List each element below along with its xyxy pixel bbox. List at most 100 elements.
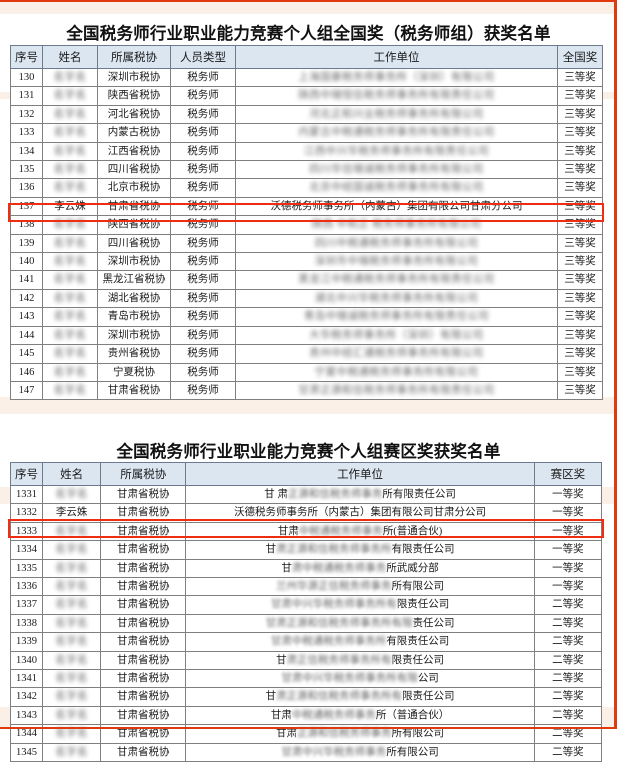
cell-unit-text: 甘 肃正源和信税务师事务所有限责任公司 (264, 487, 456, 503)
cell-seq: 132 (10, 104, 43, 125)
cell-seq: 135 (10, 160, 43, 180)
unit-prefix: 甘 (276, 654, 287, 666)
unit-suffix: 所(普通合伙) (382, 525, 443, 537)
cell-unit-text: 江西中兴华税务师事务所有限责任公司 (303, 145, 490, 157)
unit-suffix: 限责任公司 (391, 654, 445, 666)
table2-header-row: 序号 姓名 所属税协 工作单位 赛区奖 (9, 462, 603, 486)
cell-name: 名字名 (42, 742, 102, 762)
table-row: 137 李云姝 甘肃省税协 税务师 沃德税务师事务所（内蒙古）集团有限公司甘肃分公司 三等… (10, 196, 603, 217)
table1-header-row: 序号 姓名 所属税协 人员类型 工作单位 全国奖 (10, 45, 603, 69)
cell-name-text: 名字名 (53, 219, 87, 231)
cell-award: 三等奖 (557, 178, 603, 198)
cell-assoc: 宁夏税协 (97, 362, 171, 382)
unit-redacted: 肃正信税务师事务所有 (286, 654, 392, 666)
unit-suffix: 所有限公司 (391, 581, 445, 593)
cell-seq: 1337 (9, 595, 44, 615)
unit-redacted: 甘肃正源和信税务师事务所有限 (265, 617, 413, 629)
cell-name: 名字名 (42, 613, 102, 634)
unit-prefix: 甘 (265, 544, 277, 556)
col-header-assoc: 所属税协 (97, 45, 171, 69)
cell-unit-text: 甘肃中税通税务师事务所有限责任公司 (271, 634, 450, 650)
cell-name-text: 名字名 (53, 237, 87, 249)
cell-award: 三等奖 (557, 215, 603, 235)
cell-award: 三等奖 (557, 196, 603, 217)
cell-unit-text: 兰州华源正信税务师事务所有限公司 (276, 579, 445, 595)
cell-unit-text: 甘肃中税通税务师事务所(普通合伙) (278, 523, 443, 539)
cell-type: 税务师 (170, 178, 236, 198)
cell-unit-text: 甘肃正信税务师事务所有限责任公司 (276, 652, 445, 668)
cell-seq: 144 (10, 325, 43, 346)
cell-seq: 143 (10, 307, 43, 327)
cell-assoc: 甘肃省税协 (100, 705, 187, 726)
unit-redacted: 肃中税通税务师事务 (291, 562, 387, 574)
cell-name-text: 名字名 (55, 525, 88, 537)
cell-name-text: 名字名 (53, 311, 87, 323)
cell-assoc: 甘肃省税协 (100, 613, 187, 634)
cell-award: 一等奖 (533, 558, 603, 579)
cell-award: 三等奖 (557, 86, 603, 106)
cell-seq: 142 (10, 288, 43, 309)
cell-assoc: 甘肃省税协 (100, 558, 187, 579)
table-row: 1333 名字名 甘肃省税协 甘肃中税通税务师事务所(普通合伙) 一等奖 (9, 521, 603, 542)
cell-award: 三等奖 (557, 252, 603, 272)
cell-unit: 甘肃正源和信税务师事务所有限责任公司 (185, 613, 535, 634)
cell-seq: 147 (10, 380, 43, 401)
cell-name-text: 名字名 (53, 256, 87, 268)
table-row: 141 名字名 黑龙江省税协 税务师 黑龙江中税通税务师事务所有限责任公司 三等奖 (10, 270, 603, 290)
unit-suffix: 限责任公司 (396, 599, 450, 611)
cell-name: 名字名 (42, 86, 98, 106)
cell-name-text: 名字名 (55, 544, 88, 556)
unit-redacted: 甘肃中兴华税务师事务所有限 (281, 673, 418, 685)
cell-name: 李云姝 (42, 503, 102, 523)
col-header-seq: 序号 (9, 462, 44, 486)
cell-name: 名字名 (42, 270, 98, 290)
cell-unit: 甘肃正源和信税务师事务所有限责任公司 (185, 687, 535, 707)
cell-assoc: 甘肃省税协 (97, 196, 171, 217)
cell-type: 税务师 (170, 252, 236, 272)
cell-unit-text: 甘肃中税通税务师事务所（普通合伙） (271, 707, 450, 723)
cell-unit-text: 甘肃中税通税务师事务所武威分部 (281, 560, 439, 576)
cell-assoc: 江西省税协 (97, 141, 171, 162)
unit-redacted: 中税通税务师事务 (298, 525, 383, 537)
table1-head: 序号 姓名 所属税协 人员类型 工作单位 全国奖 (10, 45, 603, 69)
cell-unit-text: 甘肃正源和信税务师事务所有限责任公司 (265, 542, 455, 558)
cell-seq: 1345 (9, 742, 44, 762)
cell-unit: 黑龙江中税通税务师事务所有限责任公司 (235, 270, 558, 290)
cell-type: 税务师 (170, 233, 236, 254)
cell-assoc: 甘肃省税协 (100, 540, 187, 560)
regional-award-table: 序号 姓名 所属税协 工作单位 赛区奖 1331 名字名 甘肃省税协甘 肃正源和信税… (9, 462, 603, 762)
cell-type: 税务师 (170, 86, 236, 106)
table-row: 147 名字名 甘肃省税协 税务师 甘肃正源和信税务师事务所有限责任公司 三等奖 (10, 380, 603, 401)
cell-unit-text: 甘肃正源和信税务师事务所有限责任公司 (265, 615, 455, 631)
cell-name: 名字名 (42, 344, 98, 364)
cell-unit: 沃德税务师事务所（内蒙古）集团有限公司甘肃分公司 (185, 503, 535, 523)
cell-name: 名字名 (42, 595, 102, 615)
cell-type: 税务师 (170, 123, 236, 143)
cell-type: 税务师 (170, 215, 236, 235)
cell-assoc: 甘肃省税协 (100, 503, 187, 523)
cell-unit: 河北正和兴业税务师事务所有限公司 (235, 104, 558, 125)
cell-unit: 四川华信瑞诚税务师事务所有限公司 (235, 160, 558, 180)
unit-suffix: 所有限公司 (391, 728, 445, 740)
cell-seq: 130 (10, 67, 43, 88)
cell-award: 二等奖 (533, 595, 603, 615)
cell-unit-text: 宁夏中税通税务师事务所有限公司 (314, 366, 479, 378)
table-row: 144 名字名 深圳市税协 税务师 大华税务师事务所（深圳）有限公司 三等奖 (10, 325, 603, 346)
cell-unit: 深圳市中瑞税务师事务所有限公司 (235, 252, 558, 272)
cell-unit: 甘肃正信税务师事务所有限责任公司 (185, 650, 535, 671)
cell-award: 二等奖 (533, 613, 603, 634)
unit-redacted: 肃正源和信税务师事务所有 (276, 691, 403, 703)
cell-assoc: 甘肃省税协 (100, 484, 187, 505)
cell-type: 税务师 (170, 288, 236, 309)
cell-assoc: 四川省税协 (97, 160, 171, 180)
scan-band-top (0, 0, 614, 14)
unit-suffix: 所武威分部 (386, 562, 439, 574)
cell-name-text: 名字名 (55, 636, 88, 648)
cell-unit: 甘肃中税通税务师事务所(普通合伙) (185, 521, 535, 542)
table-row: 1332 李云姝 甘肃省税协 沃德税务师事务所（内蒙古）集团有限公司甘肃分公司 一等奖 (9, 503, 603, 523)
unit-suffix: 限责任公司 (402, 691, 455, 703)
cell-name-text: 名字名 (53, 384, 87, 396)
cell-award: 三等奖 (557, 233, 603, 254)
cell-assoc: 陕西省税协 (97, 215, 171, 235)
cell-assoc: 甘肃省税协 (97, 380, 171, 401)
